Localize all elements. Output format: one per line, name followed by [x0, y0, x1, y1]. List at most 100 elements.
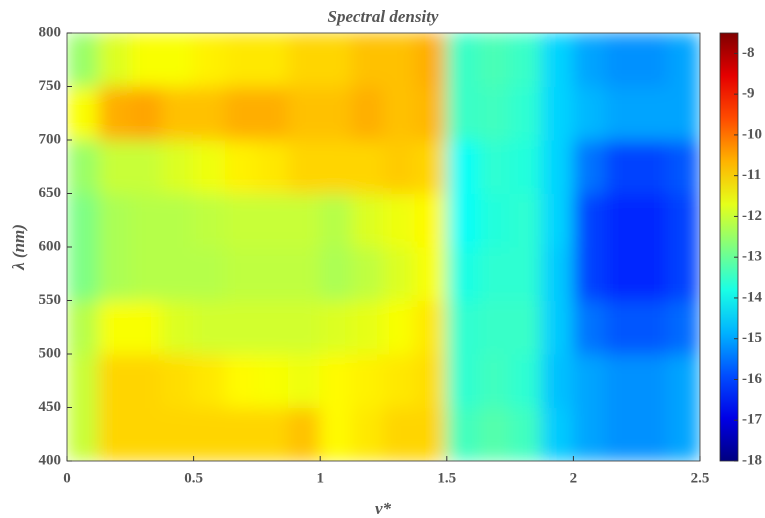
heat-cell	[193, 139, 226, 194]
heat-cell	[446, 407, 479, 461]
colorbar	[719, 32, 739, 462]
heat-cell	[604, 33, 638, 87]
heat-cell	[541, 139, 574, 194]
heat-cell	[509, 86, 543, 141]
heat-cell	[288, 33, 321, 87]
heat-cell	[383, 246, 416, 301]
heat-cell	[667, 407, 700, 461]
heat-cell	[224, 246, 258, 301]
heat-cell	[572, 139, 606, 194]
heat-cell	[98, 33, 131, 87]
heat-cell	[509, 353, 543, 408]
heat-cell	[161, 139, 195, 194]
heat-cell	[667, 300, 700, 355]
heat-cell	[572, 193, 606, 248]
heat-cell	[129, 246, 163, 301]
heat-cell	[256, 139, 290, 194]
heat-cell	[351, 33, 384, 87]
heat-cell	[288, 139, 321, 194]
heat-cell	[193, 353, 226, 408]
colorbar-tick-label: -11	[742, 167, 761, 183]
heat-cell	[161, 300, 195, 355]
heat-cell	[604, 139, 638, 194]
heat-cell	[667, 33, 700, 87]
heat-cell	[636, 353, 669, 408]
heat-cell	[161, 246, 195, 301]
heat-cell	[193, 246, 226, 301]
heat-cell	[129, 407, 163, 461]
heat-cell	[383, 33, 416, 87]
heat-cell	[446, 33, 479, 87]
y-tick-label: 450	[39, 399, 62, 415]
heat-cell	[193, 86, 226, 141]
y-tick-label: 750	[39, 78, 62, 94]
heat-cell	[541, 407, 574, 461]
heat-cell	[224, 407, 258, 461]
heat-cell	[256, 86, 290, 141]
colorbar-tick-label: -18	[742, 452, 762, 468]
heat-cell	[667, 193, 700, 248]
heat-cell	[572, 353, 606, 408]
x-tick-label: 2	[570, 470, 578, 486]
heat-cell	[446, 86, 479, 141]
heat-cell	[383, 407, 416, 461]
colorbar-tick-label: -16	[742, 371, 762, 387]
heat-cell	[193, 407, 226, 461]
heat-cell	[256, 300, 290, 355]
heat-cell	[383, 86, 416, 141]
heat-cell	[667, 246, 700, 301]
x-tick-label: 2.5	[691, 470, 710, 486]
heat-cell	[129, 193, 163, 248]
heat-cell	[67, 86, 100, 141]
heat-cell	[98, 193, 131, 248]
heat-cell	[572, 33, 606, 87]
heat-cell	[383, 300, 416, 355]
heat-cell	[509, 33, 543, 87]
y-tick-label: 400	[39, 452, 62, 468]
heat-cell	[636, 193, 669, 248]
heat-cell	[129, 86, 163, 141]
heat-cell	[319, 407, 353, 461]
heat-cell	[667, 353, 700, 408]
x-tick-label: 0	[63, 470, 71, 486]
heat-cell	[98, 353, 131, 408]
y-tick-label: 700	[39, 131, 62, 147]
colorbar-tick-label: -12	[742, 208, 762, 224]
heat-cell	[67, 139, 100, 194]
colorbar-tick-label: -17	[742, 412, 762, 428]
heat-cell	[477, 246, 511, 301]
heat-cell	[129, 33, 163, 87]
heat-cell	[351, 300, 384, 355]
colorbar-tick-label: -10	[742, 126, 762, 142]
heat-cell	[541, 246, 574, 301]
x-tick-label: 0.5	[184, 470, 203, 486]
heat-cell	[193, 193, 226, 248]
heat-cell	[67, 193, 100, 248]
heat-cell	[319, 246, 353, 301]
heat-cell	[161, 86, 195, 141]
heat-cell	[351, 139, 384, 194]
heat-cell	[509, 193, 543, 248]
heat-cell	[477, 139, 511, 194]
heat-cell	[446, 193, 479, 248]
heat-cell	[224, 353, 258, 408]
heat-cell	[667, 86, 700, 141]
heat-cell	[67, 300, 100, 355]
heat-cell	[193, 33, 226, 87]
heat-cell	[541, 353, 574, 408]
heat-cell	[319, 300, 353, 355]
heat-cell	[477, 407, 511, 461]
heat-cell	[383, 353, 416, 408]
heat-cell	[414, 353, 448, 408]
heat-cell	[446, 353, 479, 408]
heat-cell	[636, 33, 669, 87]
y-tick-label: 550	[39, 292, 62, 308]
y-axis-label: λ (nm)	[9, 224, 28, 271]
heat-cell	[288, 193, 321, 248]
heat-cell	[572, 246, 606, 301]
heat-cell	[414, 246, 448, 301]
heat-cell	[161, 193, 195, 248]
heat-cell	[98, 407, 131, 461]
colorbar-tick-label: -14	[742, 289, 762, 305]
heat-cell	[541, 300, 574, 355]
